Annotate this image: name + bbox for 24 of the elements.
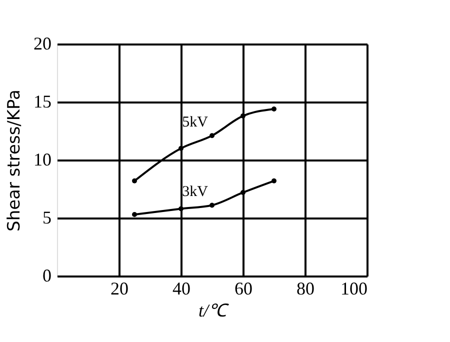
- x-tick-label: 40: [172, 278, 190, 298]
- point: [132, 178, 137, 184]
- point: [240, 113, 246, 118]
- point: [132, 212, 137, 218]
- x-axis-title: t/℃: [198, 300, 230, 320]
- x-tick-label: 60: [234, 278, 252, 298]
- point: [178, 146, 184, 151]
- y-tick-label: 15: [34, 92, 52, 112]
- x-tick-label: 80: [296, 278, 314, 298]
- series-label: 3kV: [182, 184, 208, 200]
- point: [272, 106, 276, 112]
- y-tick-label: 5: [42, 208, 52, 228]
- y-tick-label: 20: [34, 34, 52, 54]
- y-tick-label: 0: [42, 266, 52, 286]
- series-label: 5kV: [182, 114, 208, 131]
- point: [272, 178, 276, 184]
- point: [240, 190, 246, 195]
- x-tick-label: 20: [110, 278, 128, 298]
- point: [178, 206, 184, 212]
- y-tick-label: 10: [34, 150, 52, 170]
- point: [210, 202, 214, 208]
- point: [210, 133, 214, 138]
- y-axis-title: Shear stress/KPa: [4, 90, 24, 232]
- x-tick-label: 100: [340, 278, 368, 298]
